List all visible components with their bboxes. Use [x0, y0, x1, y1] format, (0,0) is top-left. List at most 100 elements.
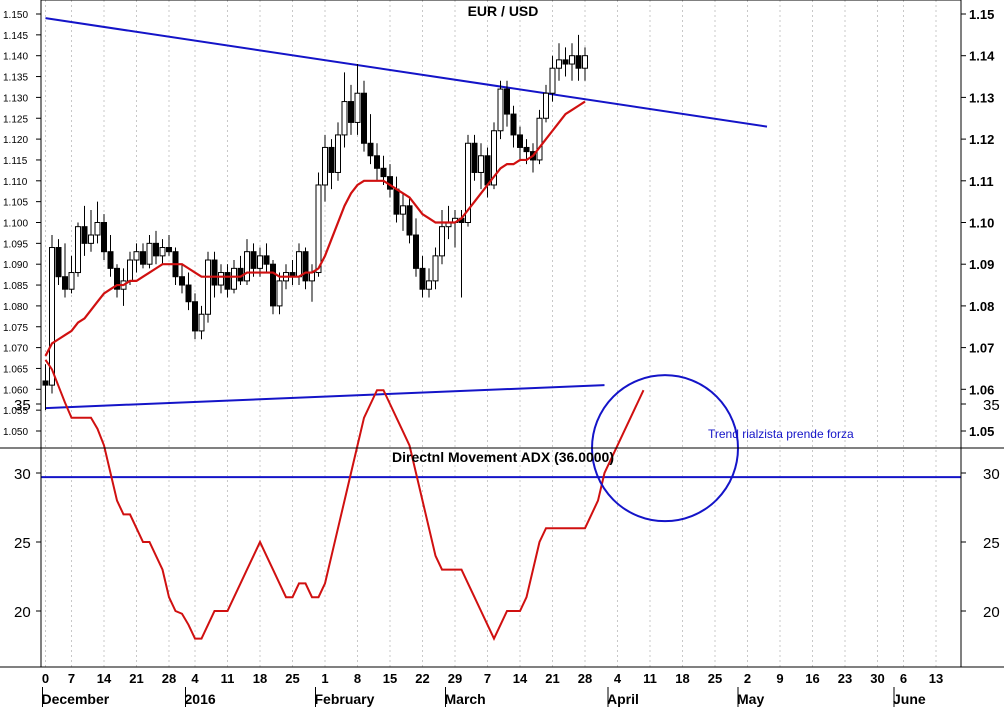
candle-body — [497, 88, 504, 132]
candle-body — [198, 313, 205, 332]
candle-body — [523, 146, 530, 153]
adx-y-ticks: 20 20 25 25 30 30 35 35 — [14, 397, 1000, 621]
candle-body — [354, 92, 361, 123]
candle-body — [250, 251, 257, 269]
y-tick-label: 1.150 — [3, 10, 28, 21]
y-tick-label: 1.065 — [3, 364, 28, 375]
y-tick-label: 1.070 — [3, 344, 28, 355]
month-label: February — [315, 691, 375, 707]
candle-body — [374, 155, 380, 169]
y-tick-label: 1.130 — [3, 93, 28, 104]
candle-body — [159, 247, 166, 257]
candle-body — [393, 188, 400, 215]
y-tick-label: 1.085 — [3, 281, 28, 292]
candle-body — [231, 267, 237, 290]
candle-body — [328, 146, 335, 173]
candle-body — [107, 251, 114, 269]
candle-body — [133, 251, 140, 261]
x-tick-label: 1 — [321, 671, 328, 686]
x-tick-label: 21 — [545, 671, 559, 686]
y-tick-label: 1.05 — [969, 424, 994, 439]
candle-body — [185, 284, 192, 303]
price-y-ticks-left: 1.050 1.055 1.060 1.065 1.070 1.075 1.080 1.085… — [3, 10, 41, 438]
price-panel: 1.050 1.055 1.060 1.065 1.070 1.075 1.080 1.085… — [3, 3, 995, 439]
candle-body — [49, 247, 55, 386]
candle-body — [478, 155, 484, 173]
candle-body — [127, 259, 133, 282]
x-tick-label: 28 — [578, 671, 592, 686]
y-tick-label: 1.110 — [3, 177, 28, 188]
adx-y-tick-label: 35 — [983, 397, 1000, 414]
adx-panel: 20 20 25 25 30 30 35 35 Trend rialzista prende … — [14, 359, 1000, 641]
price-y-ticks-right: 1.05 1.06 1.07 1.08 1.09 1.10 1.11 1.12 1.13 1.14… — [961, 7, 995, 439]
y-tick-label: 1.07 — [969, 341, 994, 356]
y-tick-label: 1.14 — [969, 49, 995, 64]
y-tick-label: 1.06 — [969, 382, 994, 397]
y-tick-label: 1.120 — [3, 135, 28, 146]
candle-body — [361, 92, 367, 144]
y-tick-label: 1.11 — [969, 174, 994, 189]
y-tick-label: 1.08 — [969, 299, 994, 314]
adx-y-tick-label: 25 — [14, 535, 31, 552]
candle-body — [244, 251, 250, 282]
x-tick-label: 30 — [870, 671, 884, 686]
y-tick-label: 1.080 — [3, 302, 28, 313]
y-tick-label: 1.09 — [969, 257, 994, 272]
candle-body — [536, 117, 543, 161]
y-tick-label: 1.140 — [3, 52, 28, 63]
candle-body — [309, 272, 315, 282]
x-tick-label: 0 — [42, 671, 49, 686]
x-tick-label: 8 — [354, 671, 361, 686]
trendlines — [45, 17, 768, 410]
candle-body — [42, 380, 49, 386]
x-tick-label: 21 — [129, 671, 143, 686]
y-tick-label: 1.050 — [3, 427, 28, 438]
y-tick-label: 1.115 — [3, 156, 28, 167]
candle-body — [101, 222, 107, 253]
candle-body — [140, 251, 146, 265]
candle-body — [491, 130, 497, 186]
candle-body — [322, 146, 328, 186]
adx-y-tick-label: 30 — [14, 466, 31, 483]
x-tick-label: 14 — [513, 671, 528, 686]
candle-body — [575, 55, 582, 69]
x-tick-label: 4 — [191, 671, 199, 686]
candle-body — [68, 272, 75, 290]
y-tick-label: 1.075 — [3, 323, 28, 334]
x-tick-label: 13 — [929, 671, 943, 686]
x-tick-label: 7 — [484, 671, 491, 686]
candle-body — [556, 59, 562, 69]
candle-body — [406, 205, 413, 236]
candle-body — [517, 134, 523, 148]
y-tick-label: 1.105 — [3, 198, 28, 209]
x-tick-label: 18 — [253, 671, 267, 686]
candle-body — [276, 280, 283, 307]
month-label: May — [737, 691, 764, 707]
month-label: 2016 — [185, 691, 216, 707]
month-label: April — [607, 691, 639, 707]
x-tick-label: 23 — [838, 671, 852, 686]
y-tick-label: 1.13 — [969, 90, 994, 105]
x-tick-label: 11 — [221, 671, 235, 686]
adx-y-tick-label: 25 — [983, 535, 1000, 552]
y-tick-label: 1.055 — [3, 406, 28, 417]
candle-body — [218, 272, 224, 286]
x-axis: 0 7 14 21 28 4 11 18 25 1 8 15 22 29 7 14 21 28 4 11 18 25 2 9 1… — [42, 671, 943, 707]
candle-body — [296, 251, 302, 278]
x-tick-label: 9 — [776, 671, 783, 686]
candle-body — [419, 267, 426, 290]
candle-body — [341, 101, 348, 136]
x-tick-label: 7 — [68, 671, 75, 686]
candle-body — [426, 280, 432, 290]
adx-y-tick-label: 20 — [983, 604, 1000, 621]
x-tick-label: 2 — [744, 671, 751, 686]
y-tick-label: 1.135 — [3, 73, 28, 84]
y-tick-label: 1.095 — [3, 239, 28, 250]
y-tick-label: 1.15 — [969, 7, 994, 22]
candle-body — [211, 259, 218, 286]
x-tick-label: 14 — [97, 671, 112, 686]
candle-body — [562, 59, 569, 65]
x-tick-label: 29 — [448, 671, 462, 686]
candle-body — [484, 155, 491, 186]
